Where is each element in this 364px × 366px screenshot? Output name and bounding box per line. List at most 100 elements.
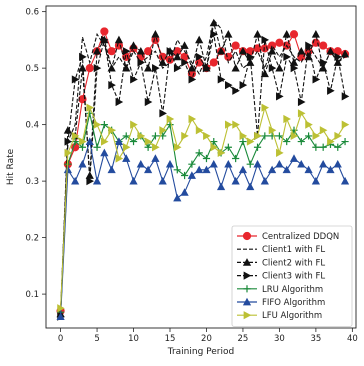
series-point [173,52,182,61]
series-point [261,103,270,112]
series-point [282,165,291,174]
series-point [57,304,65,313]
series-point [334,143,342,151]
series-point [129,41,138,49]
series-point [187,63,196,72]
series-6 [57,103,350,313]
series-point [232,154,240,163]
y-tick-label: 0.4 [25,121,39,131]
series-point [144,143,152,151]
series-point [85,137,94,145]
series-point [79,137,87,146]
y-tick-label: 0.2 [25,234,39,244]
series-point [238,46,248,55]
series-point [297,109,306,118]
series-point [253,30,262,38]
series-point [173,193,182,202]
series-point [217,75,226,84]
series-point [129,176,138,185]
series-point [275,38,284,47]
series-point [78,159,87,168]
series-point [297,137,305,146]
series-point [86,103,94,112]
series-point [333,159,342,168]
series-line [60,18,346,312]
series-point [107,63,116,72]
series-point [246,137,255,146]
series-point [268,126,277,135]
series-point [319,126,328,135]
series-point [246,160,254,168]
series-point [114,137,124,145]
series-point [319,143,327,151]
x-tick-label: 40 [347,334,358,344]
series-point [260,176,269,185]
series-point [217,148,226,157]
series-point [224,80,233,90]
series-point [202,165,211,174]
series-point [254,131,262,141]
x-tick-label: 0 [58,334,63,344]
series-point [159,126,167,135]
series-5 [56,137,350,321]
series-point [71,131,80,141]
series-point [129,137,138,146]
series-point [181,58,189,67]
series-point [210,143,218,152]
series-point [195,165,204,174]
series-point [195,126,204,135]
series-line [60,22,346,314]
legend-box [231,225,353,327]
series-point [100,148,109,157]
series-point [283,114,291,124]
series-point [304,52,313,61]
series-point [93,143,101,151]
series-point [260,69,269,78]
series-point [202,154,211,163]
x-tick-label: 15 [165,334,176,344]
series-point [276,92,284,101]
series-point [107,47,116,56]
series-point [71,176,80,185]
series-point [268,64,277,73]
series-point [326,46,335,55]
legend-label: LFU Algorithm [262,311,322,321]
series-point [268,46,277,55]
series-point [136,46,145,55]
series-point [231,41,240,50]
series-point [216,46,226,55]
series-point [319,159,328,168]
series-point [173,64,182,73]
x-tick-label: 25 [238,334,249,344]
series-point [253,159,262,168]
y-tick-label: 0.5 [25,64,39,74]
series-point [297,46,306,55]
series-point [144,97,153,107]
legend-marker [242,258,252,266]
series-point [232,86,240,95]
series-point [115,97,124,107]
series-point [209,159,218,168]
series-point [166,47,175,56]
series-point [180,188,189,196]
legend-label: LRU Algorithm [262,285,323,295]
series-point [341,120,350,129]
legend: Centralized DDQN Client1 with FL Client2 w… [231,225,353,327]
series-point [85,64,94,73]
series-point [290,64,299,73]
y-axis-label: Hit Rate [6,148,16,185]
x-tick-label: 10 [128,334,139,344]
series-point [239,80,248,90]
series-point [239,131,248,141]
series-point [108,126,116,135]
series-point [187,171,196,179]
series-point [334,52,342,61]
series-point [188,114,197,124]
series-point [71,75,80,84]
series-point [152,64,160,73]
series-point [78,63,87,72]
x-tick-label: 35 [310,334,321,344]
x-axis-ticks: 0 5 10 15 20 25 30 35 40 [58,328,358,344]
series-point [159,109,167,118]
series-point [180,171,189,180]
